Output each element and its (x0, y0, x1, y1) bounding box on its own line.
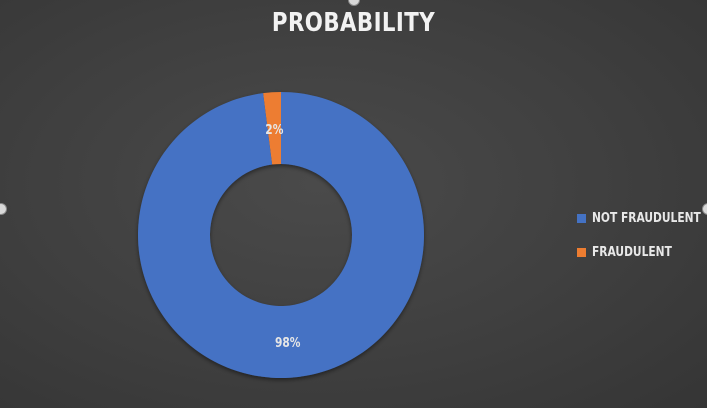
chart-title: PROBABILITY (271, 8, 436, 38)
donut-slice-not-fraudulent (137, 92, 425, 378)
legend-item-fraudulent: FRAUDULENT (577, 243, 707, 261)
legend-label-fraudulent: FRAUDULENT (592, 244, 672, 260)
data-label-fraudulent: 2% (265, 122, 283, 137)
legend-label-not-fraudulent: NOT FRAUDULENT (592, 210, 701, 226)
chart-legend: NOT FRAUDULENT FRAUDULENT (577, 209, 707, 277)
resize-handle-right[interactable] (702, 203, 707, 215)
legend-swatch-not-fraudulent (577, 213, 586, 223)
legend-swatch-fraudulent (577, 247, 586, 257)
data-label-not-fraudulent: 98% (275, 335, 301, 350)
donut-slice-fraudulent (263, 92, 281, 165)
legend-item-not-fraudulent: NOT FRAUDULENT (577, 209, 707, 227)
